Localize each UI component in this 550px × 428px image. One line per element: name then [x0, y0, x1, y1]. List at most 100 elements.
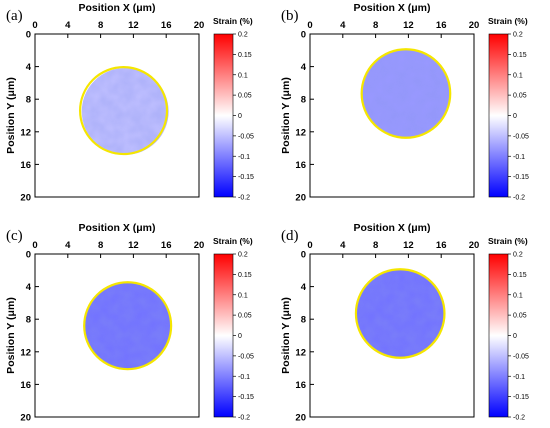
colorbar-title: Strain (%)	[488, 236, 528, 246]
y-tick-label: 4	[301, 62, 307, 73]
panel-label: (a)	[6, 8, 23, 24]
colorbar-title: Strain (%)	[213, 236, 253, 246]
x-tick-label: 20	[469, 240, 480, 251]
colorbar-tick-label: 0	[238, 113, 242, 120]
colorbar-tick-label: 0.05	[513, 313, 527, 320]
colorbar-tick-label: -0.1	[238, 154, 250, 161]
panel-label: (c)	[6, 228, 23, 244]
colorbar-tick-label: 0.1	[513, 292, 523, 299]
y-tick-label: 16	[20, 380, 31, 391]
y-tick-label: 0	[26, 250, 31, 261]
chart-panel: (a) Position X (μm) Position Y (μm) 0 4 8 12 16…	[5, 2, 254, 204]
x-tick-label: 4	[340, 20, 346, 31]
colorbar-title: Strain (%)	[488, 16, 528, 26]
colorbar-tick-label: -0.2	[238, 415, 250, 422]
y-axis-title: Position Y (μm)	[280, 77, 292, 154]
colorbar-tick-label: -0.2	[238, 195, 250, 202]
y-axis-title: Position Y (μm)	[5, 297, 17, 374]
x-tick-label: 12	[403, 240, 414, 251]
y-tick-label: 16	[295, 160, 306, 171]
colorbar-tick-label: -0.05	[238, 133, 254, 140]
colorbar-tick-label: -0.2	[513, 195, 525, 202]
chart-panel: (c) Position X (μm) Position Y (μm) 0 4 8 12 16…	[5, 222, 254, 424]
colorbar-tick-label: -0.05	[513, 353, 529, 360]
particle-strain-texture	[361, 49, 451, 138]
colorbar-tick-label: -0.15	[513, 174, 529, 181]
colorbar-tick-label: 0.05	[513, 93, 527, 100]
particle-outline	[83, 281, 173, 371]
colorbar-tick-label: 0.05	[238, 313, 252, 320]
x-tick-label: 0	[32, 20, 37, 31]
x-axis-title: Position X (μm)	[78, 222, 155, 234]
y-tick-label: 20	[20, 413, 31, 424]
colorbar	[213, 33, 234, 198]
y-tick-label: 4	[26, 282, 32, 293]
colorbar-tick-label: -0.15	[238, 394, 254, 401]
x-axis-title: Position X (μm)	[353, 222, 430, 234]
x-tick-label: 16	[161, 20, 172, 31]
x-tick-label: 8	[373, 240, 378, 251]
y-axis-title: Position Y (μm)	[5, 77, 17, 154]
x-tick-label: 0	[307, 240, 312, 251]
colorbar-tick-label: 0.15	[513, 272, 527, 279]
x-axis-title: Position X (μm)	[353, 2, 430, 14]
colorbar-tick-label: -0.1	[513, 154, 525, 161]
y-tick-label: 4	[301, 282, 307, 293]
colorbar-tick-label: -0.15	[238, 174, 254, 181]
panel-label: (b)	[281, 8, 299, 24]
x-tick-label: 8	[98, 240, 103, 251]
x-tick-label: 12	[128, 20, 139, 31]
colorbar-tick-label: -0.05	[238, 353, 254, 360]
chart-panel: (b) Position X (μm) Position Y (μm) 0 4 8 12 16…	[280, 2, 529, 204]
y-tick-label: 16	[295, 380, 306, 391]
colorbar-title: Strain (%)	[213, 16, 253, 26]
colorbar-tick-label: 0.1	[238, 292, 248, 299]
y-tick-label: 0	[301, 30, 306, 41]
y-tick-label: 0	[301, 250, 306, 261]
y-axis-title: Position Y (μm)	[280, 297, 292, 374]
colorbar	[488, 33, 509, 198]
colorbar-tick-label: 0.2	[238, 32, 248, 39]
x-tick-label: 0	[307, 20, 312, 31]
colorbar-tick-label: 0.2	[513, 252, 523, 259]
particle-outline	[78, 66, 169, 156]
plot-frame	[309, 33, 475, 198]
y-tick-label: 8	[301, 95, 306, 106]
colorbar-tick-label: -0.15	[513, 394, 529, 401]
y-tick-label: 12	[295, 127, 306, 138]
colorbar-tick-label: 0.15	[238, 272, 252, 279]
y-tick-label: 8	[301, 315, 306, 326]
chart-panel: (d) Position X (μm) Position Y (μm) 0 4 8 12 16…	[280, 222, 529, 424]
colorbar-tick-label: 0	[513, 333, 517, 340]
colorbar-tick-label: 0.1	[238, 72, 248, 79]
plot-frame	[309, 253, 475, 418]
panel-label: (d)	[281, 228, 299, 244]
colorbar	[213, 253, 234, 418]
plot-frame	[34, 253, 200, 418]
x-tick-label: 16	[161, 240, 172, 251]
x-tick-label: 12	[403, 20, 414, 31]
x-tick-label: 12	[128, 240, 139, 251]
x-tick-label: 20	[194, 20, 205, 31]
colorbar-tick-label: -0.2	[513, 415, 525, 422]
colorbar-tick-label: 0.2	[238, 252, 248, 259]
particle-strain-texture	[355, 269, 445, 358]
x-tick-label: 8	[373, 20, 378, 31]
x-tick-label: 16	[436, 240, 447, 251]
colorbar	[488, 253, 509, 418]
x-tick-label: 20	[469, 20, 480, 31]
colorbar-tick-label: 0.2	[513, 32, 523, 39]
x-tick-label: 8	[98, 20, 103, 31]
x-tick-label: 20	[194, 240, 205, 251]
colorbar-tick-label: 0.05	[238, 93, 252, 100]
colorbar-tick-label: 0.15	[238, 52, 252, 59]
y-tick-label: 4	[26, 62, 32, 73]
y-tick-label: 20	[295, 193, 306, 204]
x-tick-label: 4	[65, 20, 71, 31]
colorbar-tick-label: -0.05	[513, 133, 529, 140]
particle-strain-texture	[84, 282, 172, 370]
x-tick-label: 0	[32, 240, 37, 251]
y-tick-label: 12	[20, 347, 31, 358]
y-tick-label: 20	[20, 193, 31, 204]
